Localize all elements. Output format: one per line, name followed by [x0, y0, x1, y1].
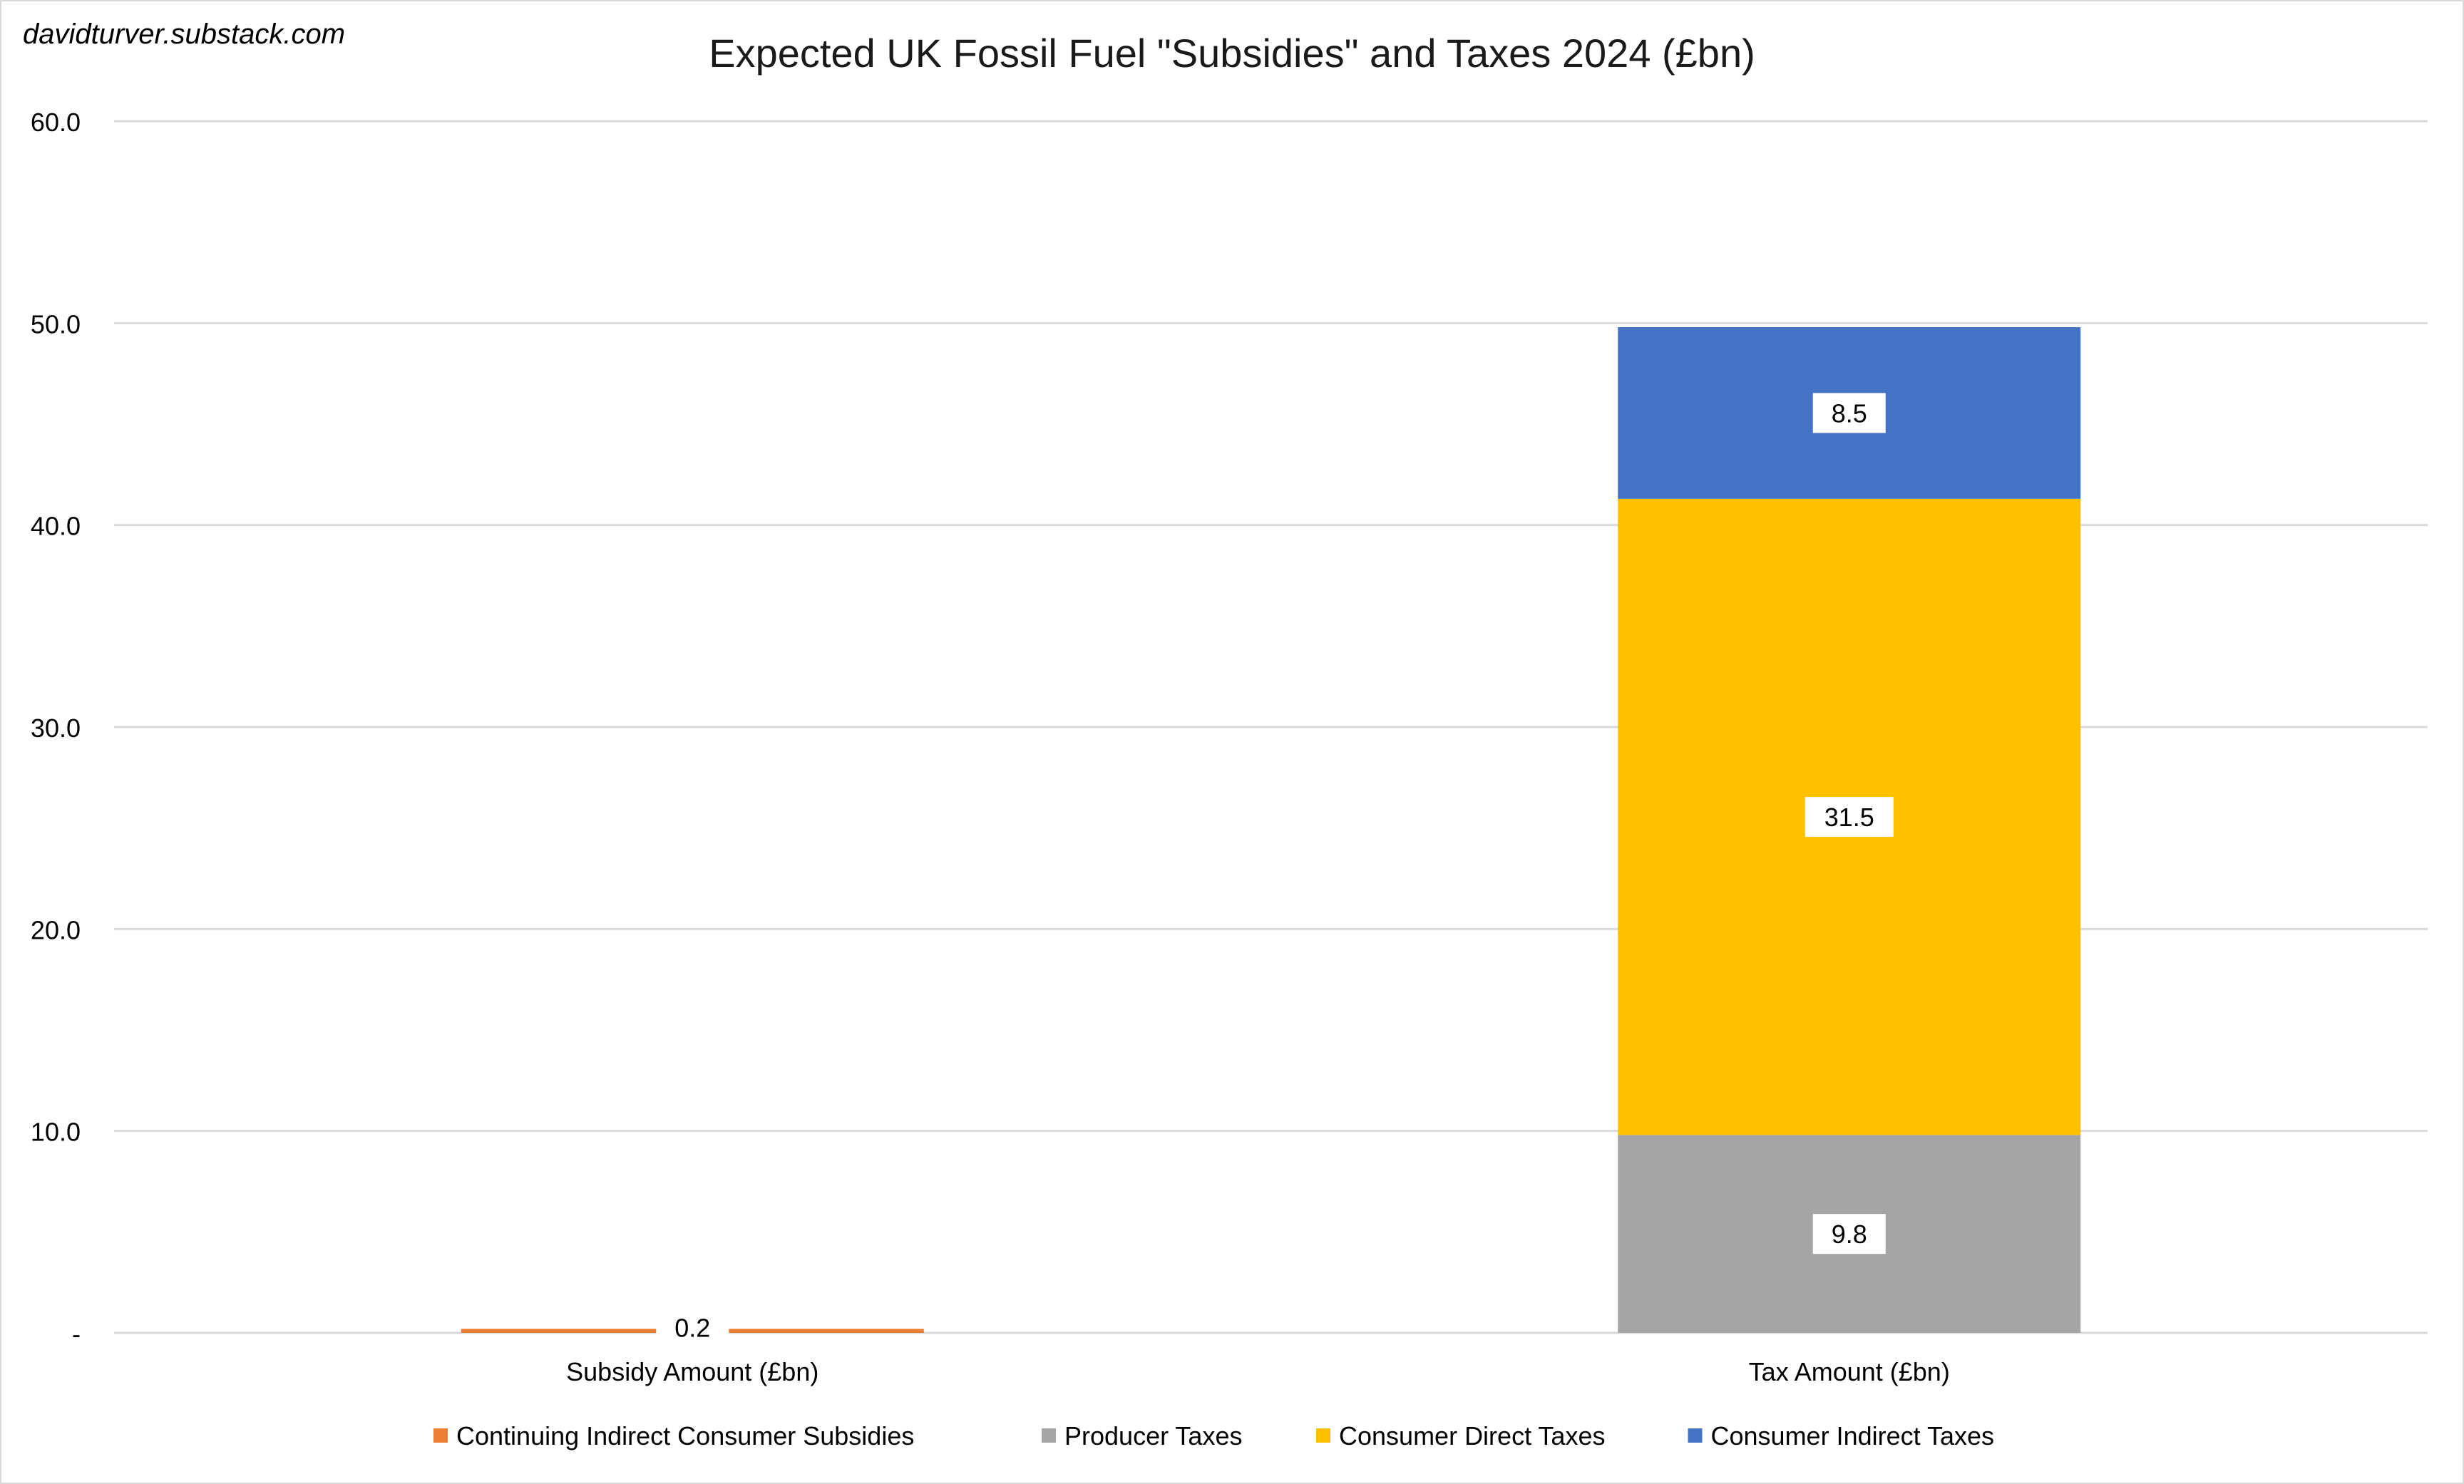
data-label: 31.5: [1824, 803, 1874, 832]
y-tick-label: 60.0: [31, 108, 81, 137]
y-tick-label: 30.0: [31, 713, 81, 743]
legend-label: Consumer Direct Taxes: [1339, 1421, 1605, 1450]
y-tick-label: 40.0: [31, 512, 81, 541]
y-tick-label: 10.0: [31, 1118, 81, 1147]
data-label: 9.8: [1832, 1220, 1867, 1249]
data-label: 0.2: [674, 1313, 710, 1342]
legend-swatch: [433, 1428, 448, 1443]
legend-swatch: [1042, 1428, 1056, 1443]
y-tick-label: 20.0: [31, 915, 81, 944]
legend-label: Producer Taxes: [1064, 1421, 1242, 1450]
legend-swatch: [1316, 1428, 1330, 1443]
x-tick-label: Subsidy Amount (£bn): [566, 1357, 818, 1386]
y-tick-label: 50.0: [31, 309, 81, 339]
data-label-box: [1812, 393, 1886, 433]
legend-label: Continuing Indirect Consumer Subsidies: [456, 1421, 914, 1450]
legend-swatch: [1688, 1428, 1703, 1443]
data-label-box: [656, 1307, 729, 1348]
data-label-box: [1805, 797, 1894, 838]
x-tick-label: Tax Amount (£bn): [1749, 1357, 1950, 1386]
watermark: davidturver.substack.com: [23, 19, 346, 50]
y-tick-label: -: [72, 1319, 81, 1349]
legend-label: Consumer Indirect Taxes: [1711, 1421, 1995, 1450]
data-label: 8.5: [1832, 398, 1867, 428]
chart-title: Expected UK Fossil Fuel "Subsidies" and …: [709, 31, 1755, 76]
data-label-box: [1812, 1214, 1886, 1254]
